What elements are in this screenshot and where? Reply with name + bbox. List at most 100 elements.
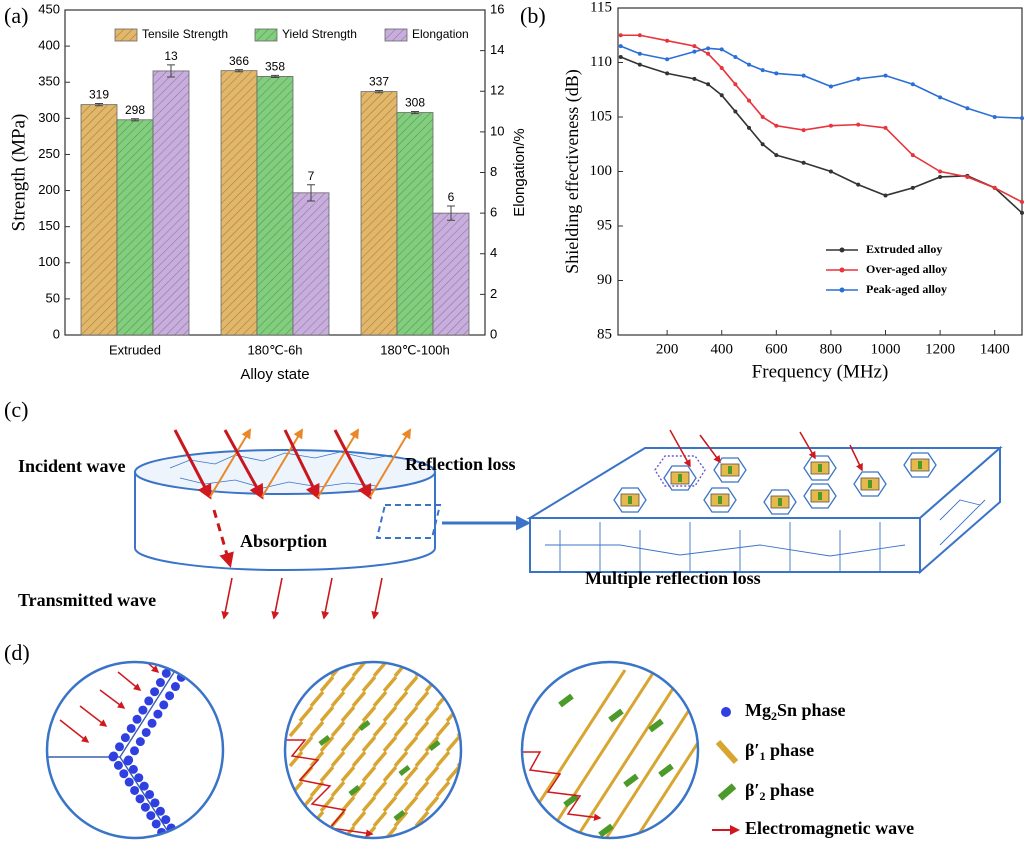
- point: [618, 55, 623, 60]
- reflected-arrow: [209, 428, 252, 498]
- x-axis-label: Frequency (MHz): [752, 361, 889, 382]
- em-arrow: [79, 705, 108, 727]
- y-tick-label: 400: [38, 38, 60, 53]
- point: [938, 95, 943, 100]
- point: [910, 153, 915, 158]
- mg2sn-dot: [150, 798, 160, 808]
- beta2-rod: [558, 693, 574, 708]
- point: [665, 38, 670, 43]
- point: [774, 123, 779, 128]
- y-axis-label: Strength (MPa): [8, 114, 29, 232]
- incident-arrow: [223, 429, 264, 500]
- beta1-rod: [456, 810, 461, 828]
- beta1-rod: [351, 750, 367, 768]
- mg2sn-dot: [168, 845, 177, 854]
- value-label: 366: [229, 54, 249, 68]
- bar: [396, 112, 434, 336]
- mg2sn-dot: [161, 815, 171, 825]
- x-tick-label: Extruded: [109, 342, 161, 357]
- beta1-rod: [424, 705, 440, 723]
- precipitate-core: [818, 464, 822, 472]
- precipitate-core: [868, 480, 872, 488]
- beta1-rod: [456, 780, 461, 798]
- y-axis-label: Shielding effectiveness (dB): [562, 69, 583, 274]
- point: [828, 123, 833, 128]
- reflected-arrow: [317, 428, 360, 498]
- beta2-rod: [563, 793, 579, 808]
- transmitted-arrow: [271, 577, 283, 620]
- beta1-rod: [340, 765, 356, 783]
- incident-arrow: [699, 434, 721, 464]
- beta1-rod: [372, 662, 388, 678]
- legend-label: Peak-aged alloy: [866, 282, 947, 296]
- point: [618, 33, 623, 38]
- precipitate-core: [818, 492, 822, 500]
- beta1-rod: [445, 765, 461, 783]
- slab-side: [919, 445, 1001, 575]
- mg2sn-dot: [178, 840, 187, 849]
- y-tick-label: 200: [38, 182, 60, 197]
- x-tick-label: 1000: [871, 341, 901, 357]
- label: Reflection loss: [405, 454, 515, 474]
- subscript: 2: [760, 789, 766, 803]
- x-axis-label: Alloy state: [240, 366, 309, 383]
- precipitate-core: [728, 466, 732, 474]
- subscript: 2: [771, 709, 777, 723]
- bar: [292, 192, 330, 336]
- beta1-rod: [361, 705, 377, 723]
- em-zigzag: [522, 751, 602, 821]
- point: [938, 169, 943, 174]
- y-tick-label: 100: [38, 254, 60, 269]
- error-bar: [375, 90, 383, 94]
- beta1-rod: [298, 705, 314, 723]
- y-tick-label: 50: [46, 290, 60, 305]
- mg2sn-dot: [165, 691, 175, 701]
- y-tick-label: 450: [38, 1, 60, 16]
- point: [760, 68, 765, 73]
- y2-tick-label: 0: [490, 326, 497, 341]
- legend-marker: [839, 247, 845, 253]
- beta2-rod: [658, 763, 674, 778]
- beta1-rod: [424, 795, 440, 813]
- beta1-rod: [424, 735, 440, 753]
- mg2sn-dot: [174, 651, 183, 660]
- beta1-rod: [382, 675, 398, 693]
- beta1-rod: [319, 735, 335, 753]
- beta1-rod: [393, 690, 409, 708]
- point: [719, 65, 724, 70]
- point: [733, 109, 738, 114]
- beta1-rod: [330, 690, 346, 708]
- beta1-rod: [309, 690, 325, 708]
- y2-tick-label: 4: [490, 245, 497, 260]
- zoom-circle: [45, 660, 225, 840]
- point: [883, 125, 888, 130]
- beta2-rod: [428, 740, 441, 751]
- beta2-rod: [648, 718, 664, 733]
- legend-label: Yield Strength: [282, 27, 357, 41]
- precipitate-core: [628, 496, 632, 504]
- y2-tick-label: 6: [490, 205, 497, 220]
- point: [747, 125, 752, 130]
- beta1-rod: [319, 705, 335, 723]
- point: [774, 153, 779, 158]
- mg2sn-dot: [147, 718, 157, 728]
- beta1-rod: [435, 810, 451, 828]
- y-tick-label: 0: [53, 326, 60, 341]
- x-tick-label: 200: [656, 341, 679, 357]
- mg2sn-dot: [130, 746, 139, 756]
- point: [801, 73, 806, 78]
- beta1-rod: [573, 669, 687, 838]
- beta1-rod: [361, 735, 377, 753]
- mg2sn-dot: [139, 781, 149, 791]
- y2-tick-label: 16: [490, 1, 504, 16]
- beta1-rod: [340, 705, 356, 723]
- y-tick-label: 85: [597, 326, 612, 342]
- beta1-rod: [351, 662, 367, 678]
- point: [665, 71, 670, 76]
- legend-swatch: [114, 28, 138, 42]
- point: [801, 128, 806, 133]
- point: [706, 46, 711, 51]
- beta1-rod: [361, 765, 377, 783]
- bar: [152, 70, 190, 336]
